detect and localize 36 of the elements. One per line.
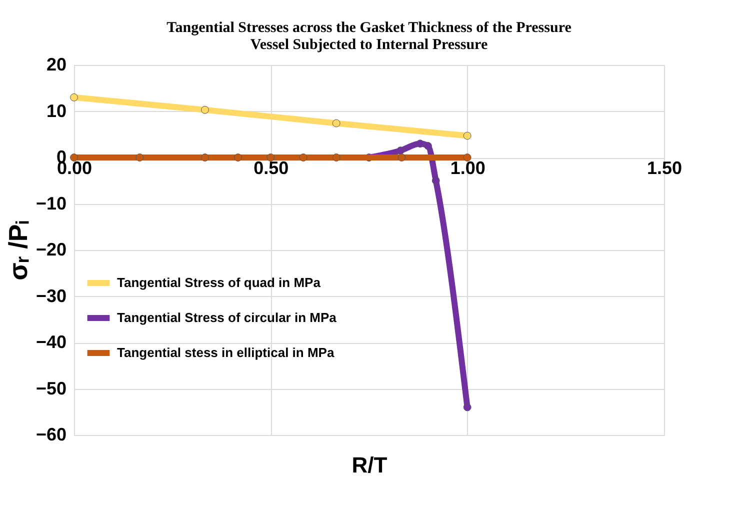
- x-tick-label: 0.50: [254, 158, 289, 178]
- point: [136, 154, 144, 162]
- point: [424, 142, 432, 150]
- y-tick-label: 20: [46, 54, 66, 74]
- text: Tangential Stresses across the Gasket Thickness of the Pressure: [166, 20, 572, 36]
- legend-label: Tangential Stress of quad in MPa: [117, 275, 322, 290]
- point: [463, 403, 472, 412]
- x-tick-label: 1.50: [646, 158, 682, 178]
- text: Vessel Subjected to Internal Pressure: [250, 37, 488, 53]
- point: [70, 93, 78, 102]
- y-tick-label: −50: [36, 378, 66, 398]
- point: [201, 154, 209, 162]
- legend-label: Tangential stess in elliptical in MPa: [117, 345, 335, 360]
- point: [201, 106, 209, 114]
- legend-label: Tangential Stress of circular in MPa: [117, 310, 338, 325]
- point: [234, 154, 242, 162]
- y-tick-label: −40: [36, 332, 66, 352]
- y-tick-label: −30: [36, 286, 66, 306]
- y-tick-label: −10: [36, 193, 66, 214]
- point: [416, 140, 424, 148]
- point: [332, 119, 340, 128]
- y-tick-label: −60: [36, 424, 66, 444]
- point: [463, 132, 472, 140]
- point: [266, 154, 275, 162]
- point: [299, 154, 308, 162]
- point: [70, 154, 78, 162]
- point: [398, 154, 406, 162]
- point: [463, 154, 472, 162]
- y-tick-label: −20: [36, 240, 66, 260]
- x-tick-label: 1.00: [450, 158, 486, 178]
- x-axis-title: R/T: [352, 452, 388, 478]
- point: [432, 176, 440, 185]
- point: [396, 146, 404, 155]
- y-axis-title: σᵣ /Pᵢ: [2, 220, 33, 280]
- y-tick-label: 10: [46, 100, 66, 121]
- point: [332, 154, 340, 162]
